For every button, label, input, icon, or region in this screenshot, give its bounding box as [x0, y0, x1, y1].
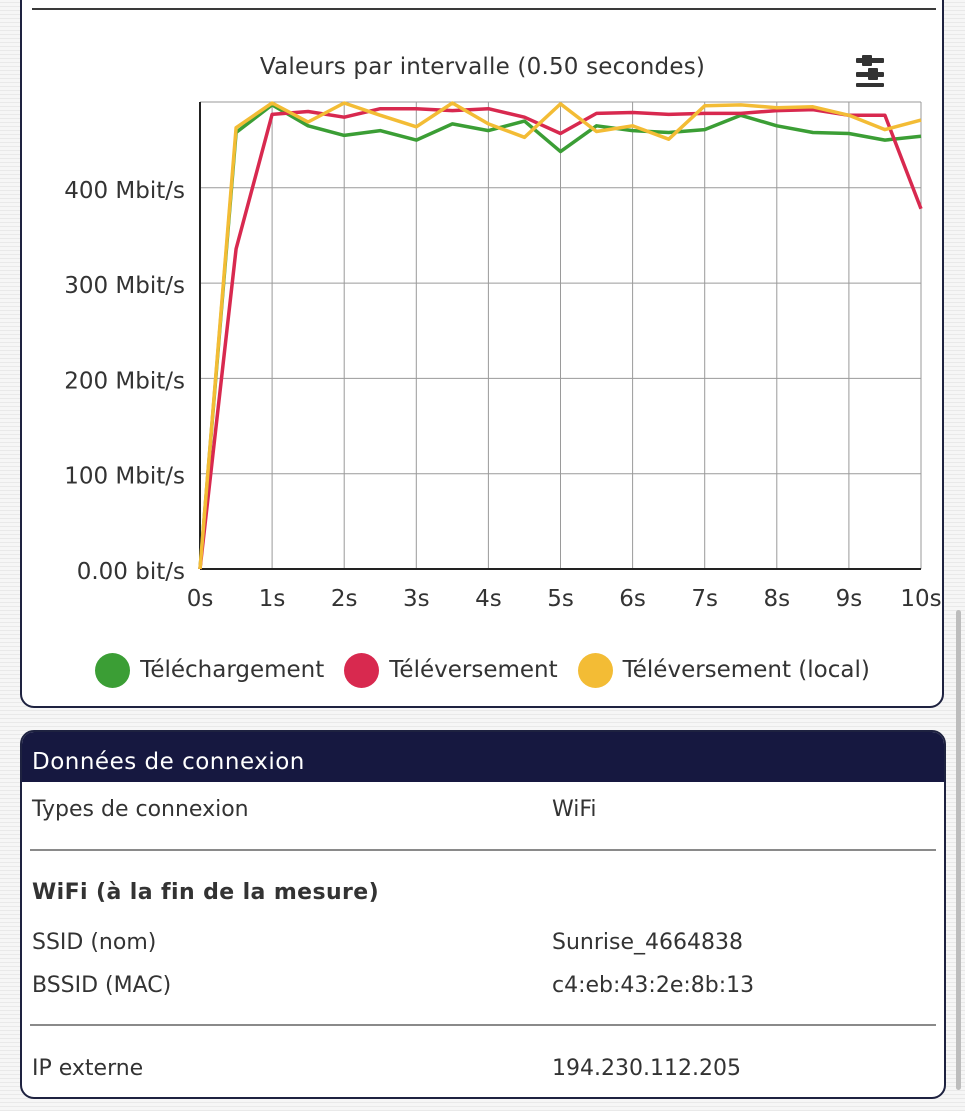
wifi-subtitle: WiFi (à la fin de la mesure) [32, 880, 380, 905]
x-tick-label: 4s [475, 586, 502, 612]
ssid-label: SSID (nom) [32, 930, 157, 955]
legend-item-upload[interactable]: Téléversement [344, 652, 558, 688]
chart-card [20, 0, 944, 708]
connection-type-value: WiFi [552, 797, 597, 822]
connection-card: Données de connexion Types de connexion … [20, 730, 946, 1099]
y-tick-label: 100 Mbit/s [64, 464, 185, 490]
ip-label: IP externe [32, 1056, 144, 1081]
divider [30, 849, 936, 851]
chart-legend: Téléchargement Téléversement Téléverseme… [0, 648, 965, 692]
connection-header: Données de connexion [22, 732, 944, 782]
legend-dot-upload-local [577, 652, 613, 688]
x-tick-label: 5s [547, 586, 574, 612]
x-tick-label: 9s [836, 586, 863, 612]
filter-sliders-icon[interactable] [852, 55, 892, 89]
legend-label-upload-local: Téléversement (local) [622, 657, 870, 683]
bssid-label: BSSID (MAC) [32, 973, 172, 998]
page-scrollbar[interactable] [956, 610, 961, 1090]
x-tick-label: 2s [331, 586, 358, 612]
x-tick-label: 0s [187, 586, 214, 612]
legend-dot-download [95, 652, 131, 688]
legend-item-upload-local[interactable]: Téléversement (local) [577, 652, 870, 688]
legend-label-upload: Téléversement [389, 657, 558, 683]
series-line-download [198, 103, 922, 570]
x-tick-label: 6s [619, 586, 646, 612]
bssid-value: c4:eb:43:2e:8b:13 [552, 973, 755, 998]
y-tick-label: 400 Mbit/s [64, 178, 185, 204]
x-tick-label: 3s [403, 586, 430, 612]
connection-type-label: Types de connexion [32, 797, 249, 822]
divider [30, 1024, 936, 1026]
line-chart: 0s 1s 2s 3s 4s 5s 6s 7s 8s 9s 10s 0.00 bit/s 100 Mbi… [64, 101, 942, 612]
x-tick-label: 8s [763, 586, 790, 612]
legend-label-download: Téléchargement [140, 657, 325, 683]
series-line-upload [198, 106, 923, 570]
x-tick-label: 1s [259, 586, 286, 612]
ssid-value: Sunrise_4664838 [552, 930, 743, 955]
x-tick-label: 7s [691, 586, 718, 612]
chart-title: Valeurs par intervalle (0.50 secondes) [259, 54, 706, 80]
legend-item-download[interactable]: Téléchargement [95, 652, 325, 688]
x-tick-label: 10s [900, 586, 941, 612]
series-line-upload-local [198, 101, 922, 570]
y-tick-label: 0.00 bit/s [77, 559, 185, 585]
top-divider [32, 8, 936, 10]
legend-dot-upload [344, 652, 380, 688]
y-tick-label: 200 Mbit/s [64, 368, 185, 394]
ip-value: 194.230.112.205 [552, 1056, 741, 1081]
y-tick-label: 300 Mbit/s [64, 273, 185, 299]
